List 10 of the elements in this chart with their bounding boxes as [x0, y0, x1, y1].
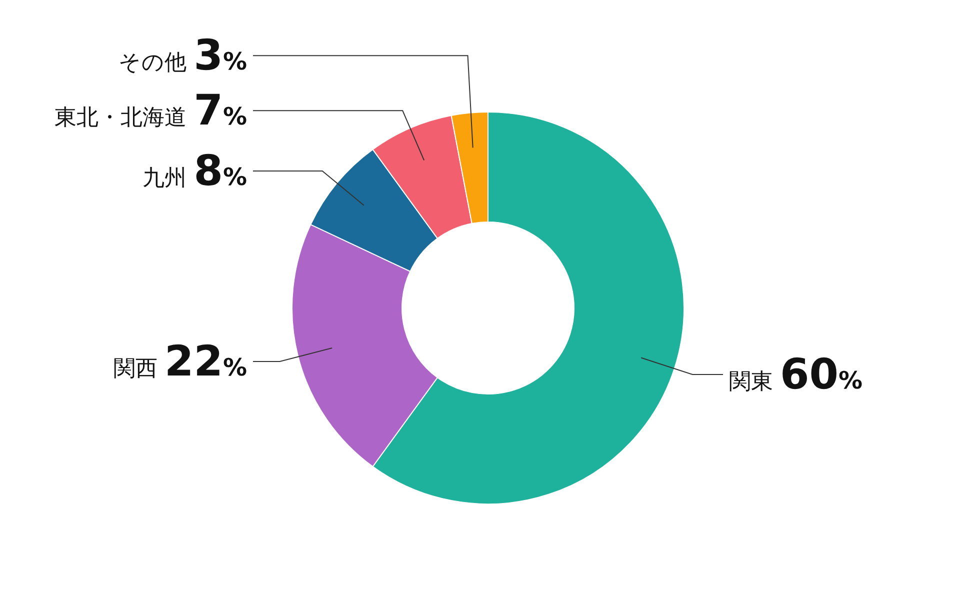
- slice-label: 関西: [114, 356, 164, 382]
- slice-label: その他: [118, 50, 194, 76]
- slice-label: 関東: [729, 369, 780, 394]
- data-label: 3%: [194, 30, 247, 80]
- data-label: 8%: [194, 146, 247, 195]
- data-label: 60%: [780, 349, 862, 398]
- slice-label: 東北・北海道: [54, 106, 194, 131]
- data-label: 22%: [164, 336, 247, 386]
- data-label: 7%: [194, 86, 247, 135]
- slice-label: 九州: [142, 166, 194, 191]
